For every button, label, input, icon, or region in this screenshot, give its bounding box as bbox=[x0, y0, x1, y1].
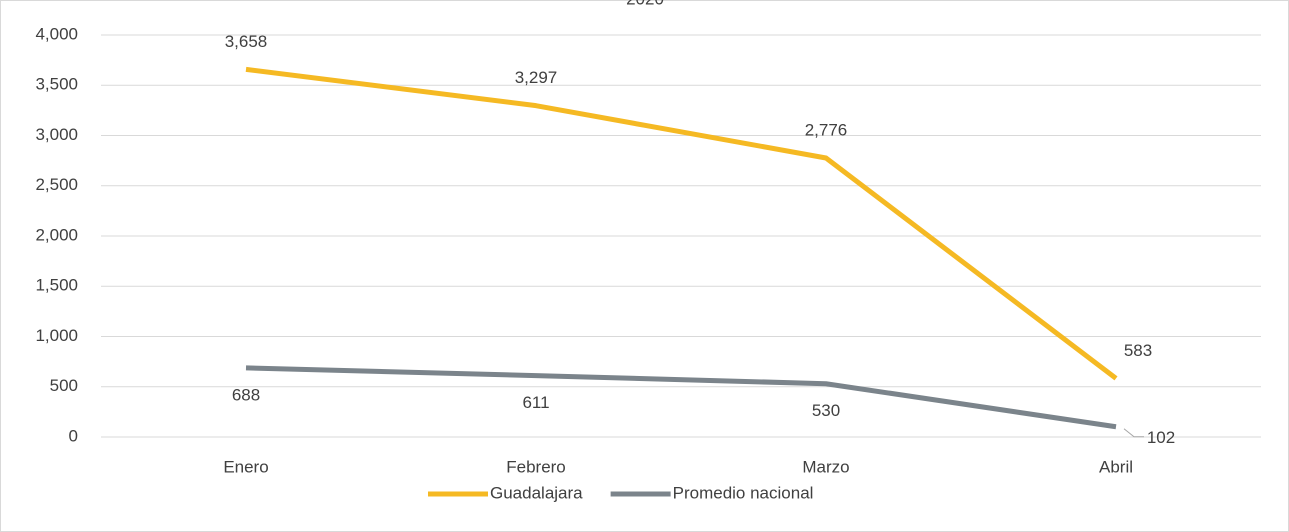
y-tick-label: 2,500 bbox=[35, 175, 78, 194]
y-tick-label: 3,000 bbox=[35, 125, 78, 144]
x-tick-label: Febrero bbox=[506, 457, 566, 476]
data-label: 611 bbox=[522, 393, 549, 412]
y-tick-label: 3,500 bbox=[35, 75, 78, 94]
series-line bbox=[245, 66, 1118, 381]
data-label: 3,297 bbox=[515, 68, 558, 87]
data-label: 530 bbox=[812, 401, 840, 420]
y-tick-label: 4,000 bbox=[35, 24, 78, 43]
data-label: 583 bbox=[1124, 341, 1152, 360]
data-label: 688 bbox=[232, 385, 260, 404]
y-tick-label: 1,000 bbox=[35, 326, 78, 345]
y-tick-label: 2,000 bbox=[35, 225, 78, 244]
legend-label: Guadalajara bbox=[490, 483, 583, 502]
data-label: 102 bbox=[1147, 428, 1175, 447]
leader-line bbox=[1123, 428, 1144, 438]
x-tick-label: Abril bbox=[1099, 457, 1133, 476]
y-tick-label: 0 bbox=[69, 426, 78, 445]
data-label: 2,776 bbox=[805, 120, 848, 139]
chart-title: 2020 bbox=[626, 0, 664, 8]
legend-label: Promedio nacional bbox=[673, 483, 814, 502]
x-tick-label: Marzo bbox=[802, 457, 849, 476]
y-tick-label: 1,500 bbox=[35, 276, 78, 295]
x-tick-label: Enero bbox=[223, 457, 268, 476]
data-label: 3,658 bbox=[225, 32, 268, 51]
y-tick-label: 500 bbox=[50, 376, 78, 395]
series-line bbox=[245, 365, 1117, 430]
